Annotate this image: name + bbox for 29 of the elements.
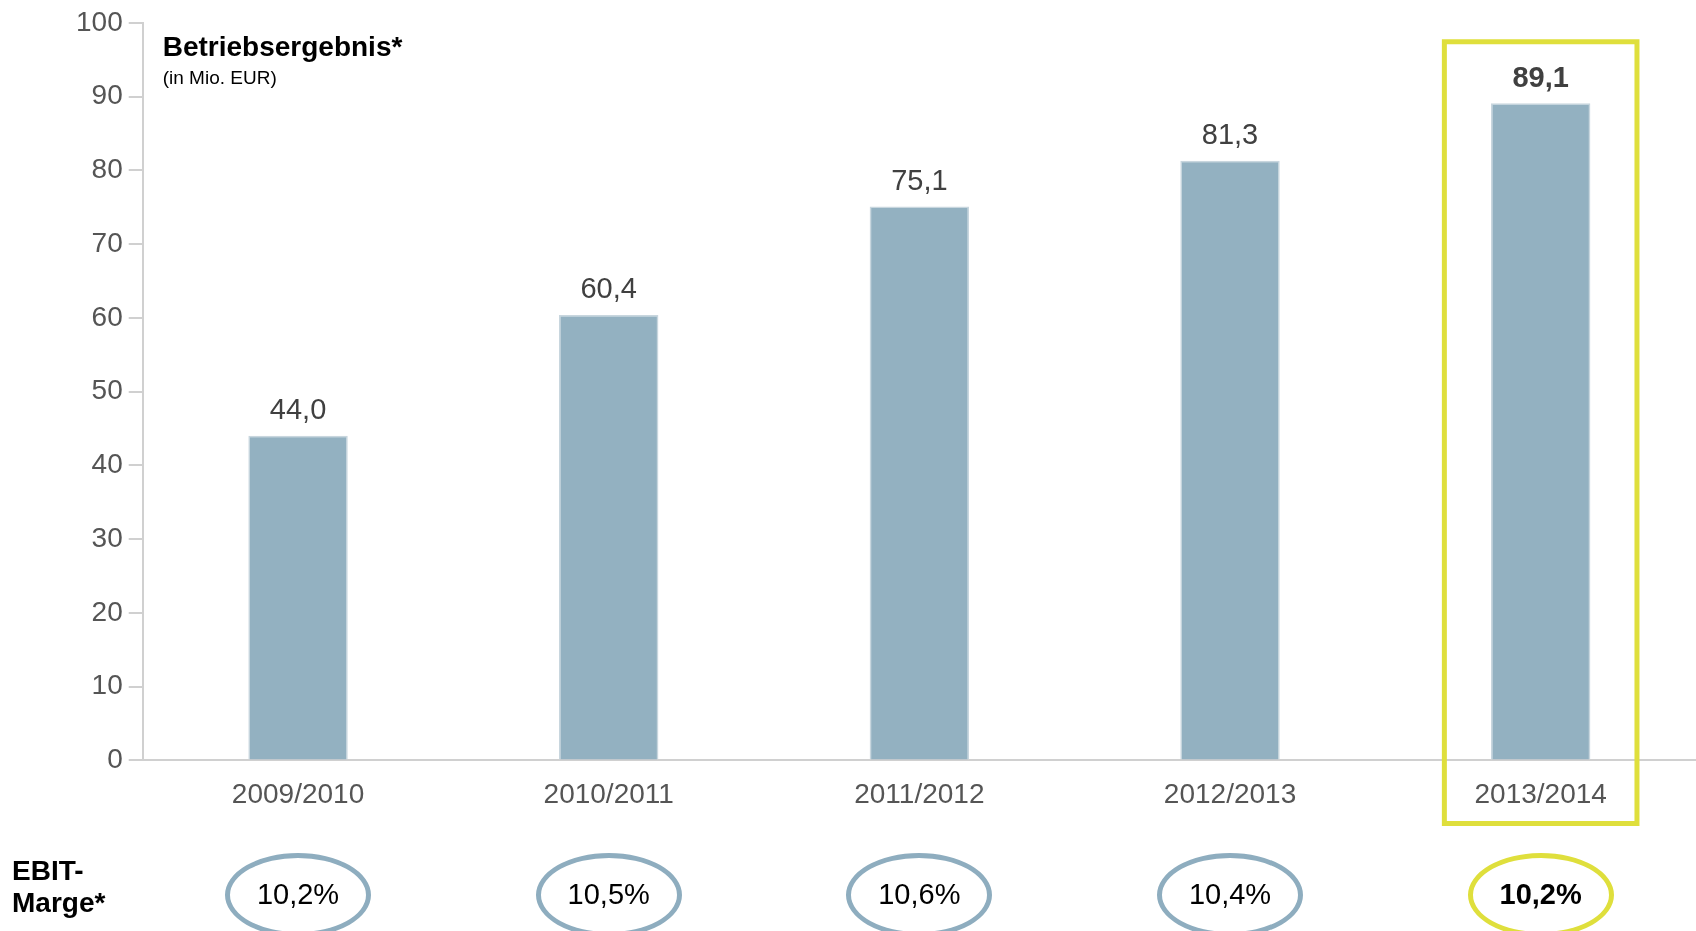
- x-tick-label: 2012/2013: [1163, 777, 1297, 809]
- text: 10,5%: [566, 878, 651, 911]
- text: (in Mio. EUR): [162, 66, 277, 89]
- text: 10,2%: [1498, 878, 1583, 911]
- x-tick-label: 2010/2011: [543, 777, 674, 809]
- text: 10,6%: [877, 878, 962, 911]
- y-tick-label: 80: [91, 153, 123, 185]
- y-tick-label: 0: [107, 743, 123, 775]
- x-tick-label: 2009/2010: [231, 777, 365, 809]
- data-label: 75,1: [891, 163, 948, 196]
- y-tick-label: 70: [91, 226, 123, 258]
- data-label: 60,4: [580, 272, 637, 305]
- data-label: 44,0: [269, 393, 327, 426]
- y-tick-label: 10: [91, 669, 123, 701]
- x-tick-label: 2013/2014: [1474, 777, 1607, 809]
- y-tick-label: 60: [91, 300, 123, 332]
- data-label: 89,1: [1512, 60, 1569, 93]
- chart-title: Betriebsergebnis*: [162, 30, 403, 63]
- y-tick-label: 90: [91, 79, 123, 111]
- y-tick-label: 30: [91, 521, 123, 553]
- text: 10,2%: [255, 878, 341, 911]
- y-tick-label: 50: [91, 374, 123, 406]
- y-tick-label: 40: [91, 448, 123, 480]
- text: 10,4%: [1187, 878, 1273, 911]
- y-tick-label: 20: [91, 595, 123, 627]
- text: EBIT-Marge*: [12, 855, 107, 919]
- data-label: 81,3: [1201, 118, 1259, 151]
- y-tick-label: 100: [76, 5, 123, 37]
- x-tick-label: 2011/2012: [854, 777, 985, 809]
